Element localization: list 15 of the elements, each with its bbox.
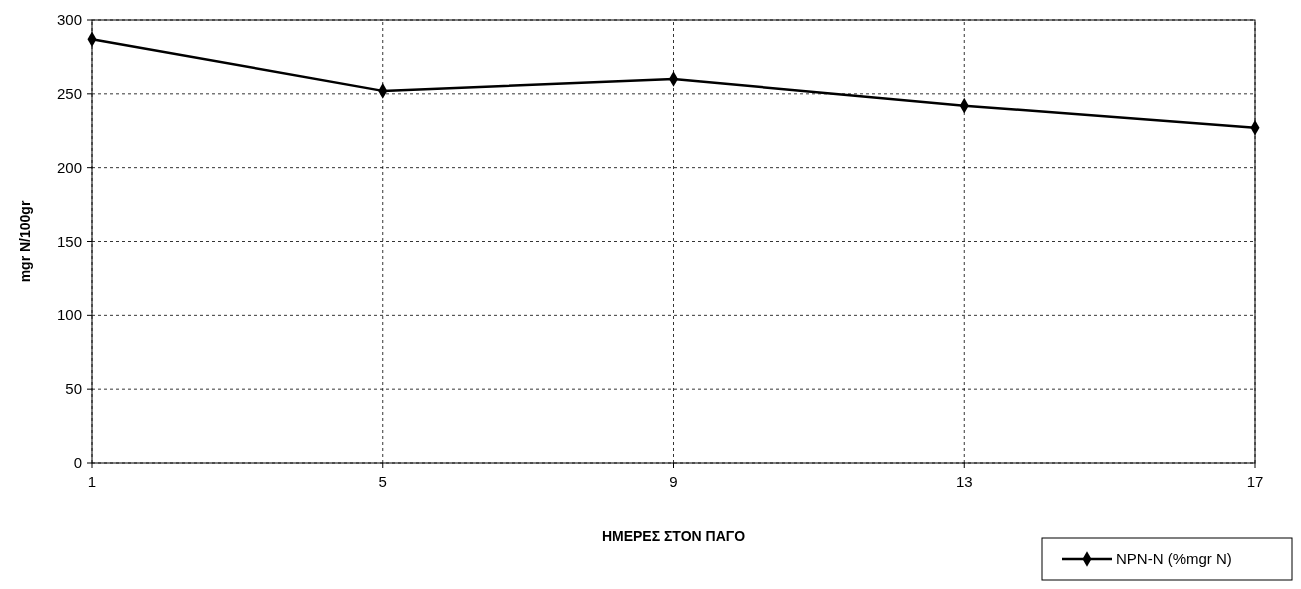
y-tick-label: 50 [65,380,82,398]
y-tick-label: 250 [56,84,82,102]
x-tick-label: 5 [378,473,387,490]
x-tick-label: 13 [955,473,973,490]
y-tick-label: 100 [56,306,82,324]
x-tick-label: 9 [669,473,678,490]
legend-label: NPN-N (%mgr N) [1116,550,1232,567]
x-axis-title: ΗΜΕΡΕΣ ΣΤΟΝ ΠΑΓΟ [601,528,746,544]
x-tick-label: 1 [87,473,97,490]
y-tick-label: 150 [56,232,82,250]
x-tick-label: 17 [1246,473,1264,490]
y-tick-label: 200 [56,158,82,176]
y-tick-label: 300 [56,11,82,28]
y-axis-title: mgr N/100gr [17,200,33,283]
y-tick-label: 0 [73,454,82,471]
